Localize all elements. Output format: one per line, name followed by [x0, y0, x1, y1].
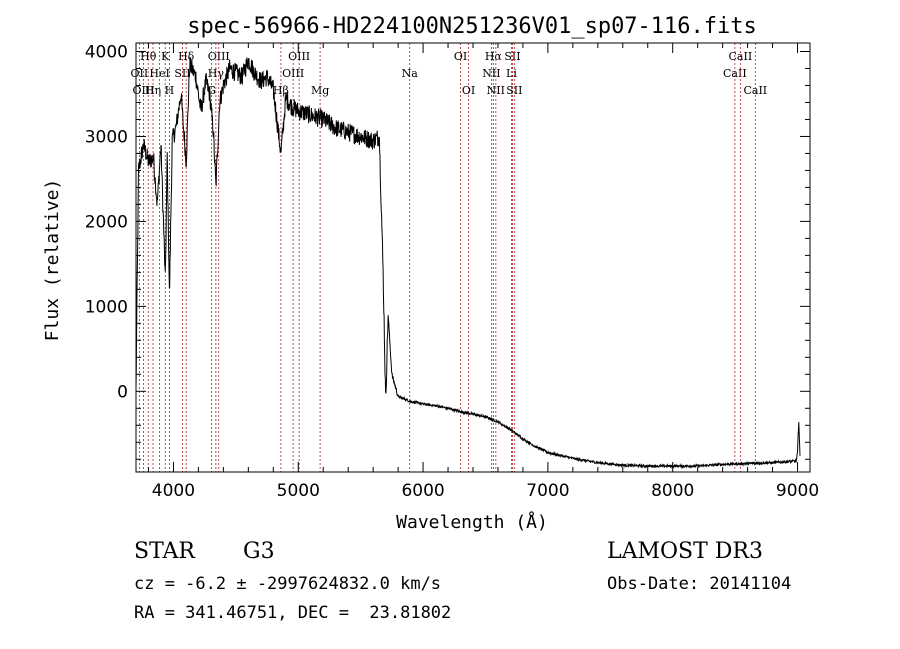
chart-title: spec-56966-HD224100N251236V01_sp07-116.f… — [187, 14, 757, 39]
y-tick-label: 2000 — [85, 212, 128, 232]
spectral-class: G3 — [243, 539, 275, 564]
line-marker-label: CaII — [743, 84, 767, 97]
line-marker-label: Hη — [145, 84, 161, 97]
line-marker-label: HeI — [149, 67, 169, 80]
x-tick-label: 5000 — [277, 481, 320, 501]
plot-frame — [135, 42, 811, 473]
sky-coordinates: RA = 341.46751, DEC = 23.81802 — [134, 603, 452, 623]
line-marker-label: NII — [487, 84, 505, 97]
line-marker-label: CaII — [729, 50, 753, 63]
y-axis-label: Flux (relative) — [42, 179, 63, 342]
redshift-velocity: cz = -6.2 ± -2997624832.0 km/s — [134, 574, 442, 594]
y-tick-label: 4000 — [85, 42, 128, 62]
line-marker-label: Li — [506, 67, 517, 80]
x-tick-label: 8000 — [651, 481, 694, 501]
spectrum-line — [135, 57, 801, 470]
line-marker-label: SII — [506, 84, 522, 97]
survey-name: LAMOST DR3 — [607, 539, 763, 564]
line-marker-label: OIII — [288, 50, 310, 63]
line-marker-label: SII — [504, 50, 520, 63]
observation-date: Obs-Date: 20141104 — [607, 574, 792, 594]
line-marker-label: OI — [462, 84, 475, 97]
line-marker-label: H — [165, 84, 175, 97]
line-marker-label: OIII — [132, 84, 154, 97]
line-marker-label: Hγ — [208, 67, 225, 80]
line-marker-label: G — [207, 84, 216, 97]
line-marker-label: SII — [174, 67, 190, 80]
line-marker-label: OIII — [282, 67, 304, 80]
object-type: STAR — [134, 539, 195, 564]
x-axis-label: Wavelength (Å) — [396, 511, 548, 533]
x-tick-label: 7000 — [526, 481, 569, 501]
y-tick-label: 3000 — [85, 127, 128, 147]
line-marker-label: CaII — [723, 67, 747, 80]
x-tick-label: 4000 — [152, 481, 195, 501]
y-tick-label: 1000 — [85, 297, 128, 317]
y-tick-label: 0 — [117, 382, 128, 402]
line-marker-label: OI — [454, 50, 467, 63]
line-marker-label: OIII — [208, 50, 230, 63]
x-tick-label: 9000 — [776, 481, 819, 501]
line-marker-label: Hα — [485, 50, 503, 63]
line-marker-label: Mg — [311, 84, 329, 97]
x-tick-label: 6000 — [401, 481, 444, 501]
line-marker-label: Na — [402, 67, 419, 80]
line-marker-label: K — [161, 50, 170, 63]
axis-ticks: 4000 5000 6000 7000 8000 9000 0 1000 2000 3000 400… — [85, 42, 819, 501]
line-marker-label: NII — [482, 67, 500, 80]
line-marker-label: Hθ — [140, 50, 157, 63]
line-marker-label: Hβ — [273, 84, 289, 97]
